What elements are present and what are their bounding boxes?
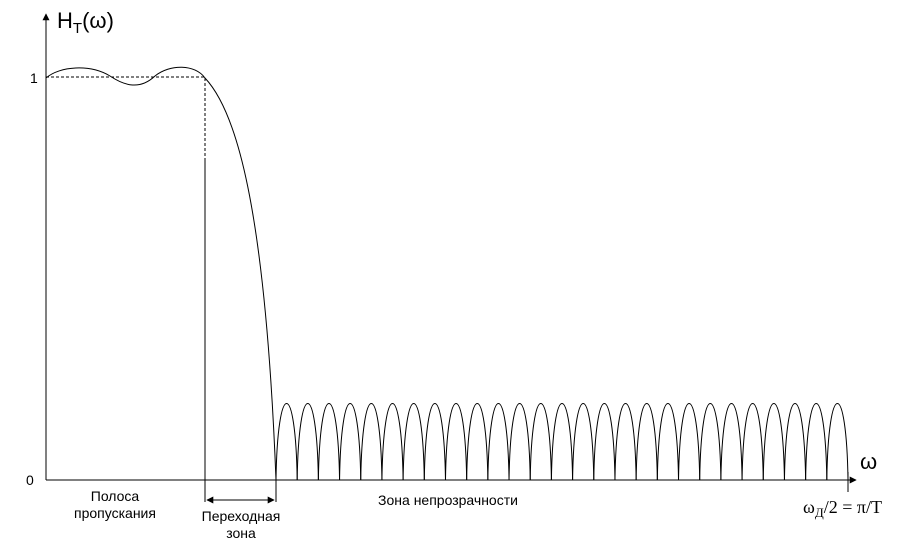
ripple-lobe bbox=[339, 403, 362, 481]
nyquist-label: ωД/2 = π/T bbox=[803, 497, 882, 520]
ripple-lobe bbox=[593, 403, 616, 481]
nyquist-rest: /2 = π/T bbox=[824, 497, 882, 517]
ripple-lobe bbox=[656, 403, 680, 481]
ripple-lobe bbox=[402, 403, 425, 481]
stopband-ripples bbox=[275, 403, 849, 481]
ripple-lobe bbox=[508, 403, 531, 481]
ripple-lobe bbox=[741, 403, 764, 481]
ripple-lobe bbox=[678, 403, 701, 481]
ripple-lobe bbox=[296, 403, 319, 481]
ripple-lobe bbox=[529, 403, 552, 481]
ripple-lobe bbox=[805, 403, 828, 481]
zone-label: Переходная bbox=[202, 508, 281, 524]
ripple-lobe bbox=[423, 403, 446, 481]
tick-label: 1 bbox=[30, 70, 38, 86]
response-curve bbox=[45, 66, 277, 481]
zone-label: Полоса bbox=[91, 488, 140, 504]
zone-label: пропускания bbox=[74, 505, 156, 521]
ripple-lobe bbox=[550, 403, 574, 481]
ripple-lobe bbox=[317, 403, 341, 481]
y-label-sub: T bbox=[73, 20, 82, 37]
ripple-lobe bbox=[360, 403, 383, 481]
ripple-lobe bbox=[720, 403, 743, 481]
ripple-lobe bbox=[635, 403, 658, 481]
nyquist-omega: ω bbox=[803, 497, 815, 517]
ripple-lobe bbox=[699, 403, 722, 481]
ripple-lobe bbox=[826, 403, 849, 481]
zone-label: зона bbox=[226, 525, 256, 541]
zone-label: Зона непрозрачности bbox=[378, 492, 518, 508]
x-axis-label: ω bbox=[860, 449, 877, 474]
nyquist-sub: Д bbox=[815, 505, 824, 520]
ripple-lobe bbox=[783, 403, 807, 481]
y-axis-label: HT(ω) bbox=[57, 8, 114, 37]
y-label-main: H bbox=[57, 8, 73, 33]
ripple-lobe bbox=[275, 403, 298, 481]
ripple-lobe bbox=[572, 403, 595, 481]
ripple-lobe bbox=[466, 403, 489, 481]
tick-label: 0 bbox=[26, 472, 34, 488]
ripple-lobe bbox=[444, 403, 468, 481]
ripple-lobe bbox=[381, 403, 404, 481]
ripple-lobe bbox=[762, 403, 785, 481]
ripple-lobe bbox=[487, 403, 510, 481]
y-label-arg: (ω) bbox=[82, 8, 114, 33]
ripple-lobe bbox=[614, 403, 637, 481]
